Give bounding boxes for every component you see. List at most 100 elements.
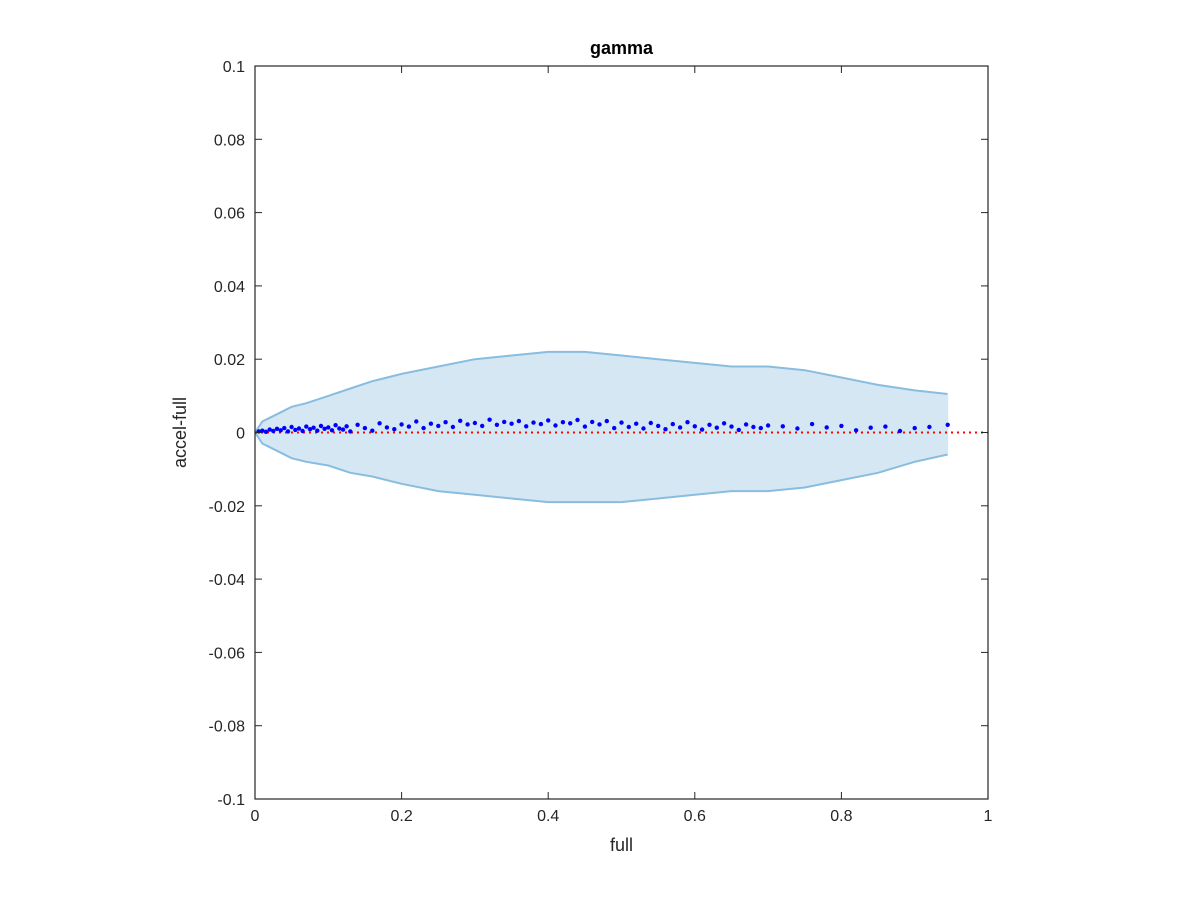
data-point [480, 423, 485, 429]
data-point [531, 420, 536, 425]
data-point [751, 424, 756, 430]
data-point [465, 422, 470, 427]
data-point [604, 418, 609, 424]
x-tick-label: 0.6 [684, 808, 706, 825]
data-point [450, 424, 456, 430]
data-point [392, 427, 397, 432]
data-point [289, 424, 294, 430]
data-point [692, 424, 697, 429]
data-point [263, 429, 269, 434]
y-tick-label: 0 [236, 426, 245, 443]
data-point [809, 421, 815, 427]
data-point [285, 429, 291, 434]
x-tick-label: 0.4 [537, 808, 559, 825]
data-point [322, 426, 327, 431]
band-lower-line [254, 431, 948, 504]
x-tick-label: 0 [251, 808, 260, 825]
data-point [472, 420, 478, 426]
data-point [436, 423, 441, 429]
data-point [267, 427, 272, 432]
x-tick-label: 0.8 [830, 808, 852, 825]
data-point [494, 422, 500, 427]
data-point [260, 428, 265, 433]
y-tick-label: -0.1 [217, 792, 245, 809]
y-tick-label: -0.06 [209, 645, 246, 662]
confidence-band [254, 350, 949, 504]
data-point [634, 421, 639, 426]
data-point [853, 428, 859, 433]
data-point [648, 420, 653, 426]
data-point [502, 419, 507, 425]
y-tick-label: -0.04 [209, 572, 246, 589]
data-point [362, 425, 368, 431]
data-point [699, 427, 705, 432]
data-point [795, 426, 800, 431]
data-point [340, 427, 346, 432]
data-point [311, 425, 316, 430]
data-point [538, 421, 544, 427]
data-point [458, 418, 463, 423]
data-point [945, 422, 950, 427]
data-point [707, 422, 712, 427]
data-point [300, 428, 305, 434]
data-point [296, 426, 302, 431]
data-point [524, 424, 529, 429]
y-tick-label: 0.04 [214, 279, 245, 296]
data-point [927, 424, 932, 430]
chart-title: gamma [590, 38, 654, 58]
data-point [282, 425, 287, 431]
data-point [377, 421, 382, 426]
data-point [897, 428, 903, 434]
data-point [307, 427, 313, 432]
data-point [384, 425, 390, 430]
x-axis-label: full [610, 835, 633, 855]
data-point [575, 417, 580, 423]
data-point [370, 428, 375, 433]
data-point [743, 422, 749, 427]
data-point [293, 427, 298, 433]
data-point [553, 423, 558, 428]
data-point [271, 428, 276, 434]
data-point [421, 425, 426, 431]
band-fill [255, 351, 948, 503]
y-tick-label: -0.02 [209, 499, 246, 516]
data-point [677, 425, 683, 430]
data-point [333, 423, 338, 428]
data-point [487, 417, 492, 422]
data-point [590, 419, 595, 425]
data-point [329, 428, 335, 433]
data-point [868, 425, 873, 430]
data-point [729, 424, 734, 429]
data-point [619, 420, 624, 425]
y-tick-label: 0.06 [214, 206, 245, 223]
y-tick-label: 0.1 [223, 59, 245, 76]
data-point [546, 418, 551, 423]
data-point [670, 421, 675, 427]
data-point [428, 421, 434, 426]
data-point [278, 428, 283, 433]
data-point [274, 426, 280, 431]
y-tick-label: -0.08 [209, 719, 246, 736]
data-point [656, 423, 661, 429]
data-point [912, 425, 917, 431]
data-point [509, 421, 514, 426]
data-point [839, 423, 844, 429]
data-point [824, 425, 829, 430]
data-point [582, 424, 588, 429]
data-point [304, 424, 309, 429]
data-point [626, 424, 631, 430]
data-point [318, 423, 324, 429]
data-point [721, 421, 727, 426]
data-point [765, 423, 771, 428]
data-point [516, 418, 522, 424]
data-point [736, 427, 741, 433]
x-tick-label: 1 [984, 808, 993, 825]
y-tick-label: 0.08 [214, 132, 245, 149]
data-point [568, 421, 573, 426]
data-point [414, 419, 419, 424]
data-point [597, 422, 602, 427]
data-point [315, 428, 320, 433]
data-point [685, 420, 690, 425]
band-upper-line [254, 350, 948, 434]
